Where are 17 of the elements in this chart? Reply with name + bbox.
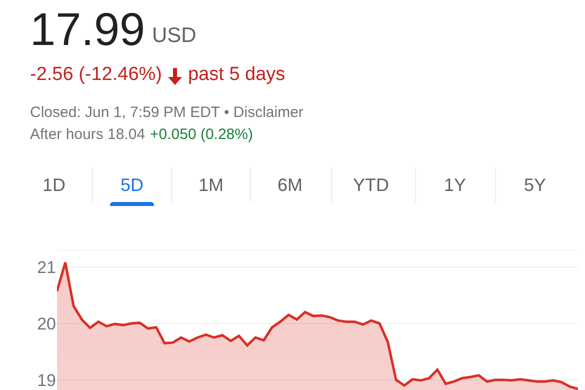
y-tick-label: 20 [37, 314, 56, 334]
text: YTD [353, 175, 389, 196]
text: 6M [278, 175, 303, 196]
y-tick-label: 21 [37, 258, 56, 277]
chart-title: 17.99 [30, 2, 146, 56]
text: USD [152, 24, 196, 48]
text: 1Y [444, 175, 466, 196]
text: 1M [198, 175, 224, 196]
text: Closed: Jun 1, 7:59 PM EDT • Disclaimer [30, 104, 304, 121]
text: +0.050 (0.28%) [150, 126, 253, 143]
text: 1D [42, 175, 66, 196]
text: After hours 18.04 [30, 126, 146, 143]
text: past 5 days [188, 64, 286, 86]
text: 5Y [524, 175, 546, 196]
text: 5D [120, 175, 144, 196]
text: -2.56 (-12.46%) [30, 64, 162, 86]
y-tick-label: 19 [37, 370, 56, 390]
